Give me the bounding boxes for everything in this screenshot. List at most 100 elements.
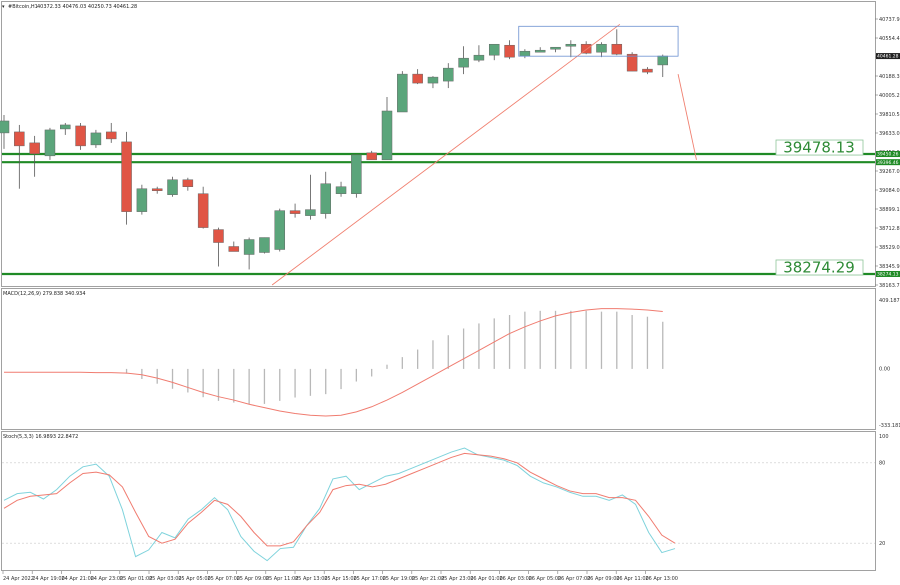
bear-candle (213, 229, 224, 243)
time-tick-label: 26 Apr 11:00 (616, 576, 649, 582)
time-tick-label: 24 Apr 23:00 (91, 576, 124, 582)
bull-candle (259, 237, 270, 253)
trend-line (271, 23, 621, 286)
macd-tick-label: -333.181 (879, 423, 900, 429)
time-tick-label: 24 Apr 19:00 (32, 576, 65, 582)
price-tick-label: 40188.35 (879, 74, 900, 80)
level-price-tag (876, 151, 900, 158)
bull-candle (657, 55, 669, 66)
time-tick-label: 26 Apr 09:00 (587, 576, 620, 582)
bear-candle (29, 142, 40, 155)
level-label: 39478.13 (783, 139, 855, 157)
macd-label: MACD(12,26,9) 279.838 340.934 (3, 291, 86, 297)
bear-candle (626, 53, 638, 72)
current-price-tag (876, 53, 900, 60)
time-tick-label: 26 Apr 13:00 (645, 576, 678, 582)
bear-candle (182, 179, 194, 187)
time-tick-label: 25 Apr 05:00 (178, 576, 211, 582)
price-tick-label: 40554.48 (879, 36, 900, 42)
bull-candle (320, 183, 331, 214)
bull-candle (596, 43, 607, 53)
price-panel[interactable] (1, 1, 876, 287)
bull-candle (60, 124, 71, 130)
bull-candle (565, 43, 577, 47)
chart-ohlc-values: 40372.33 40476.03 40250.73 40461.28 (37, 4, 137, 10)
bull-candle (167, 179, 178, 195)
level-label: 38274.29 (783, 258, 855, 276)
level-label-box (775, 139, 864, 156)
bull-candle (488, 43, 500, 56)
level-label-box (775, 259, 864, 276)
time-tick-label: 26 Apr 05:00 (529, 576, 562, 582)
stoch-label: Stoch(5,3,3) 16.9893 22.8472 (3, 434, 78, 440)
price-tick-label: 40005.26 (879, 93, 900, 99)
bear-candle (366, 152, 377, 161)
bear-candle (197, 193, 209, 228)
bull-candle (534, 49, 546, 53)
macd-tick-label: 409.187 (879, 298, 900, 304)
bear-candle (580, 43, 592, 54)
bear-candle (105, 131, 117, 140)
bear-candle (642, 68, 653, 73)
price-tick-label: 38899.16 (879, 207, 900, 213)
time-tick-label: 25 Apr 03:00 (149, 576, 182, 582)
time-tick-label: 26 Apr 01:00 (470, 576, 503, 582)
time-tick-label: 25 Apr 23:00 (441, 576, 474, 582)
bull-candle (351, 154, 362, 194)
bull-candle (243, 239, 255, 255)
stoch-panel[interactable] (1, 431, 876, 571)
time-tick-label: 25 Apr 13:00 (295, 576, 328, 582)
bull-candle (550, 46, 561, 50)
macd-tick-label: 0.00 (879, 367, 890, 373)
price-tick-label: 39267.00 (879, 169, 900, 175)
bull-candle (397, 73, 408, 113)
price-tick-label: 39810.56 (879, 112, 900, 118)
overlays (271, 23, 697, 286)
price-tick-label: 38163.75 (879, 283, 900, 289)
stoch-signal-line (3, 452, 676, 547)
time-tick-label: 25 Apr 07:00 (207, 576, 240, 582)
candles (0, 29, 669, 270)
bull-candle (443, 67, 454, 82)
level-price-tag (876, 270, 900, 277)
bull-candle (305, 209, 316, 216)
bear-candle (504, 44, 515, 58)
time-tick-label: 25 Apr 11:00 (266, 576, 299, 582)
level-price-tag-label: 39396.46 (877, 160, 899, 166)
stoch-tick-label: 100 (879, 434, 889, 440)
chart-symbol-label: #Bitcoin,H1 (8, 4, 38, 10)
bull-candle (381, 110, 393, 161)
bear-candle (14, 131, 25, 147)
bull-candle (44, 129, 56, 157)
price-tick-label: 39084.05 (879, 188, 900, 194)
bear-candle (121, 141, 132, 212)
time-tick-label: 25 Apr 19:00 (383, 576, 416, 582)
level-price-tag-label: 39450.26 (877, 152, 899, 158)
bull-candle (0, 120, 10, 134)
bull-candle (458, 57, 469, 68)
bear-candle (151, 188, 163, 191)
price-tick-label: 38345.98 (879, 264, 900, 270)
stoch-tick-label: 20 (879, 541, 885, 547)
macd-panel[interactable] (1, 288, 876, 430)
time-tick-label: 25 Apr 09:00 (237, 576, 270, 582)
bull-candle (473, 54, 485, 61)
bear-candle (228, 246, 240, 252)
time-tick-label: 25 Apr 01:00 (120, 576, 153, 582)
price-tick-label: 39633.00 (879, 131, 900, 137)
bull-candle (427, 76, 439, 84)
time-tick-label: 26 Apr 07:00 (558, 576, 591, 582)
symbol-dropdown-icon[interactable]: ▾ (2, 4, 5, 10)
bull-candle (335, 186, 347, 194)
time-tick-label: 25 Apr 21:00 (412, 576, 445, 582)
consolidation-box (518, 25, 679, 57)
macd-indicator: 409.187 0.00 -333.181 (4, 298, 900, 429)
time-tick-label: 26 Apr 03:00 (499, 576, 532, 582)
bull-candle (519, 50, 531, 57)
price-tick-label: 38529.05 (879, 245, 900, 251)
level-price-tag-label: 38274.13 (877, 272, 899, 278)
stoch-tick-label: 80 (879, 461, 885, 467)
bull-candle (136, 188, 148, 212)
stoch-main-line (3, 447, 676, 562)
price-levels: 39450.26 39478.13 39396.46 38274.13 38274.29… (2, 53, 900, 278)
